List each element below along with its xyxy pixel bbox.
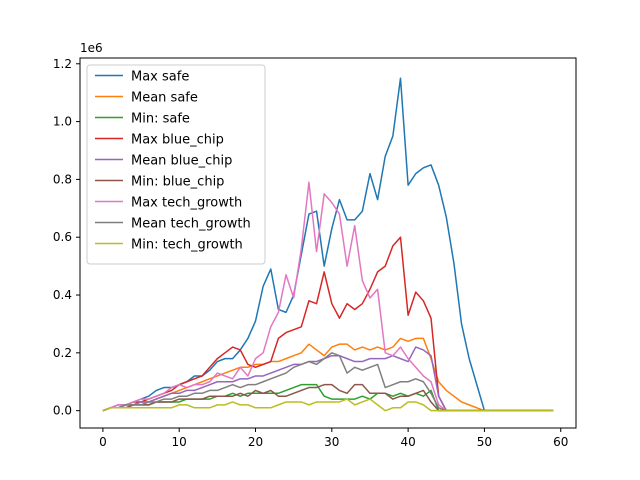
series-line-1 bbox=[102, 337, 554, 412]
plot-frame bbox=[79, 57, 577, 429]
y-tick-label: 0.8 bbox=[53, 172, 72, 186]
x-tick-label: 10 bbox=[172, 435, 187, 449]
legend-label-1: Mean safe bbox=[131, 91, 198, 106]
y-tick-label: 1.2 bbox=[53, 57, 72, 71]
series-layer bbox=[102, 77, 554, 412]
legend-label-8: Min: tech_growth bbox=[131, 238, 243, 253]
legend-label-6: Max tech_growth bbox=[131, 196, 242, 211]
x-tick-label: 40 bbox=[400, 435, 415, 449]
legend-label-5: Min: blue_chip bbox=[131, 175, 224, 190]
y-tick-label: 0.4 bbox=[53, 288, 72, 302]
legend: Max safe Mean safe Min: safe Max blue_chip M… bbox=[86, 64, 266, 265]
x-tick-label: 50 bbox=[477, 435, 492, 449]
legend-label-3: Max blue_chip bbox=[131, 133, 224, 148]
legend-label-0: Max safe bbox=[131, 70, 189, 85]
series-line-8 bbox=[102, 398, 554, 412]
x-axis: 0 10 20 30 40 50 60 bbox=[99, 428, 568, 449]
x-tick-label: 60 bbox=[553, 435, 568, 449]
y-tick-label: 0.0 bbox=[53, 404, 72, 418]
x-tick-label: 30 bbox=[324, 435, 339, 449]
x-tick-label: 0 bbox=[99, 435, 107, 449]
legend-label-7: Mean tech_growth bbox=[131, 217, 251, 232]
legend-box bbox=[86, 64, 266, 265]
y-tick-label: 0.6 bbox=[53, 230, 72, 244]
x-tick-label: 20 bbox=[248, 435, 263, 449]
y-axis: 0.0 0.2 0.4 0.6 0.8 1.0 1.2 bbox=[53, 57, 80, 418]
legend-label-2: Min: safe bbox=[131, 112, 190, 127]
y-scale-label: 1e6 bbox=[80, 41, 103, 55]
legend-label-4: Mean blue_chip bbox=[131, 154, 232, 169]
y-tick-label: 0.2 bbox=[53, 346, 72, 360]
y-tick-label: 1.0 bbox=[53, 115, 72, 129]
